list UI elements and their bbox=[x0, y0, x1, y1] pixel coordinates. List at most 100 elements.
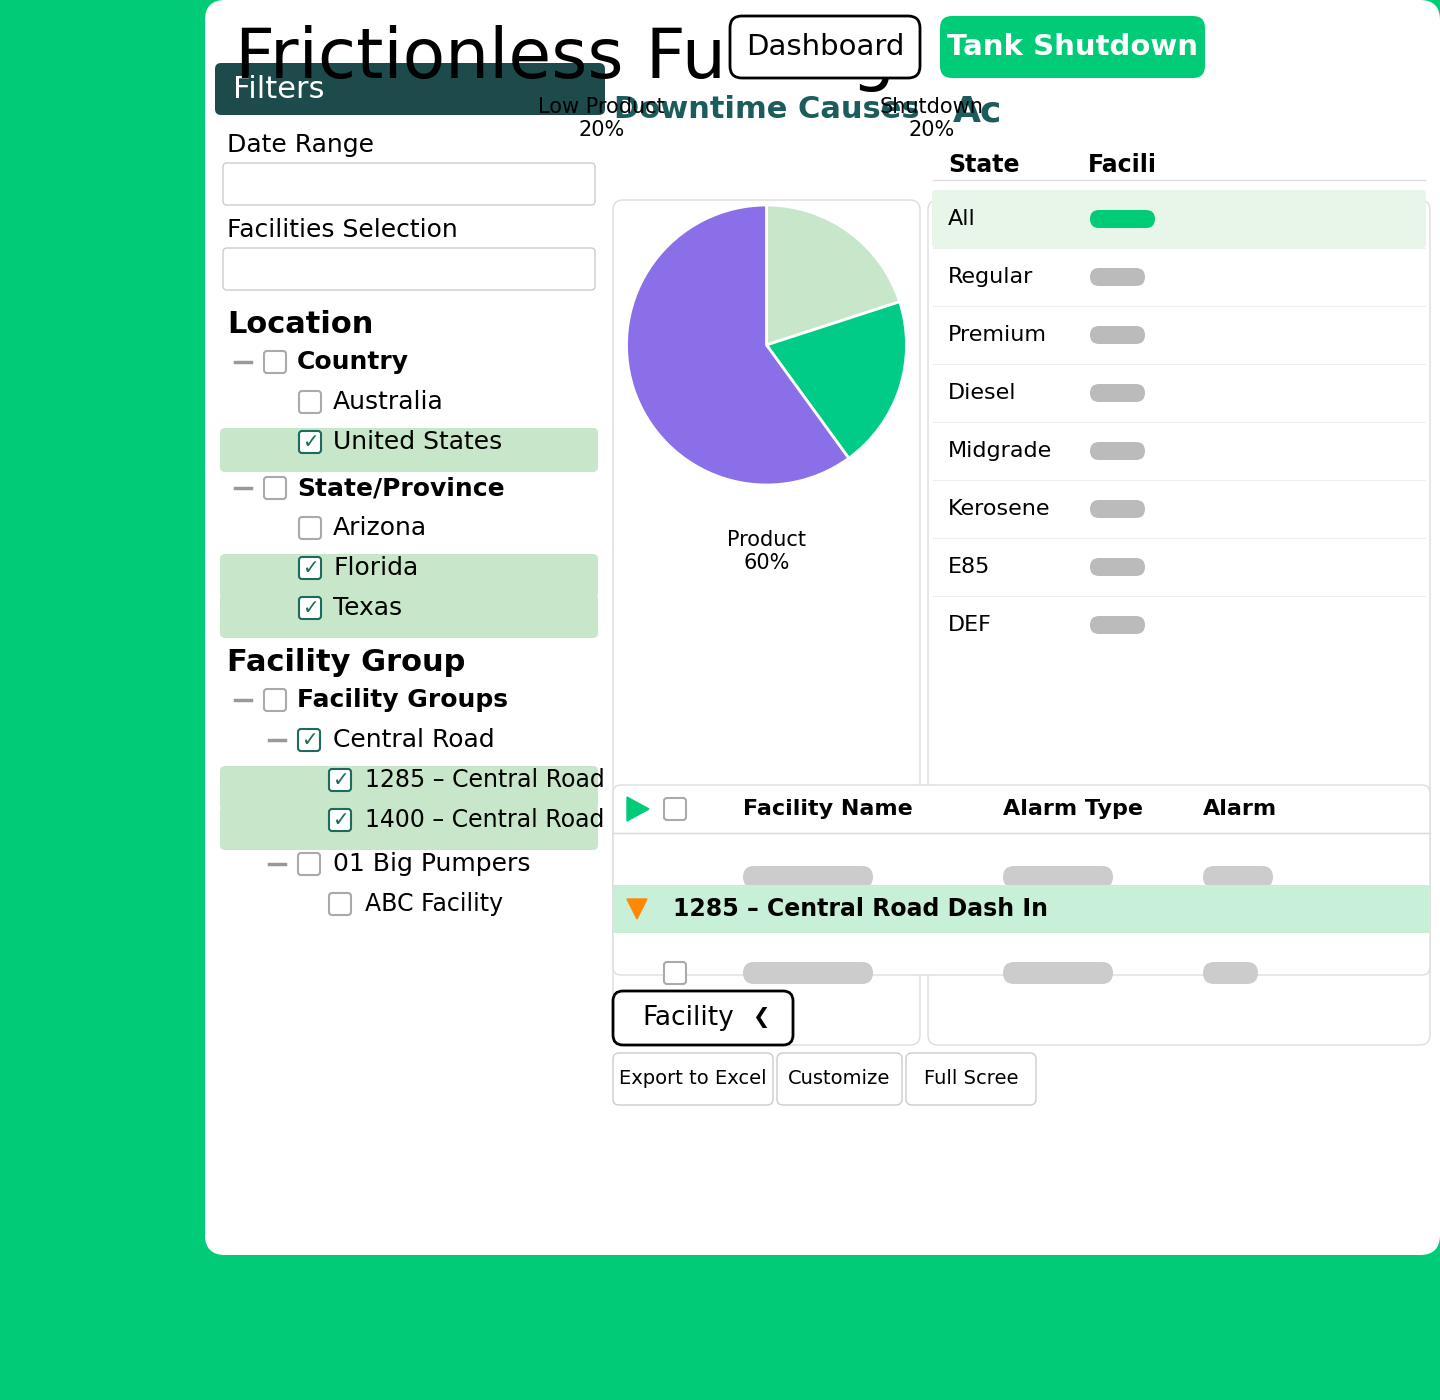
FancyBboxPatch shape bbox=[613, 1053, 773, 1105]
Text: DEF: DEF bbox=[948, 615, 992, 636]
Text: Texas: Texas bbox=[333, 596, 402, 620]
Text: Facili: Facili bbox=[1089, 153, 1156, 176]
FancyBboxPatch shape bbox=[932, 190, 1426, 248]
Text: Low Product
20%: Low Product 20% bbox=[539, 97, 665, 140]
FancyBboxPatch shape bbox=[300, 557, 321, 580]
Text: Facility Groups: Facility Groups bbox=[297, 687, 508, 713]
FancyBboxPatch shape bbox=[940, 15, 1205, 78]
Text: ✓: ✓ bbox=[302, 559, 318, 577]
Text: 1400 – Central Road: 1400 – Central Road bbox=[364, 808, 605, 832]
FancyBboxPatch shape bbox=[613, 991, 793, 1044]
Text: Export to Excel: Export to Excel bbox=[619, 1070, 768, 1089]
FancyBboxPatch shape bbox=[328, 769, 351, 791]
Text: Location: Location bbox=[228, 309, 373, 339]
FancyBboxPatch shape bbox=[906, 1053, 1035, 1105]
Text: ✓: ✓ bbox=[331, 811, 348, 829]
FancyBboxPatch shape bbox=[1090, 442, 1145, 461]
Text: Midgrade: Midgrade bbox=[948, 441, 1053, 461]
FancyBboxPatch shape bbox=[220, 806, 598, 850]
Text: Premium: Premium bbox=[948, 325, 1047, 344]
Text: Arizona: Arizona bbox=[333, 517, 428, 540]
Text: Facility Group: Facility Group bbox=[228, 648, 465, 678]
FancyBboxPatch shape bbox=[664, 798, 685, 820]
Polygon shape bbox=[626, 899, 647, 918]
Text: Shutdown
20%: Shutdown 20% bbox=[880, 97, 984, 140]
Text: Florida: Florida bbox=[333, 556, 418, 580]
FancyBboxPatch shape bbox=[204, 0, 1440, 1254]
FancyBboxPatch shape bbox=[1090, 267, 1145, 286]
Text: Frictionless Fueling: Frictionless Fueling bbox=[235, 25, 896, 92]
Bar bbox=[613, 885, 1430, 932]
FancyBboxPatch shape bbox=[264, 689, 287, 711]
FancyBboxPatch shape bbox=[300, 391, 321, 413]
Text: Tank Shutdown: Tank Shutdown bbox=[948, 34, 1198, 62]
Text: Full Scree: Full Scree bbox=[923, 1070, 1018, 1089]
FancyBboxPatch shape bbox=[223, 248, 595, 290]
FancyBboxPatch shape bbox=[1090, 500, 1145, 518]
FancyBboxPatch shape bbox=[1004, 867, 1113, 888]
FancyBboxPatch shape bbox=[300, 431, 321, 454]
FancyBboxPatch shape bbox=[298, 729, 320, 750]
Text: Country: Country bbox=[297, 350, 409, 374]
FancyBboxPatch shape bbox=[223, 162, 595, 204]
Text: ✓: ✓ bbox=[302, 599, 318, 617]
FancyBboxPatch shape bbox=[215, 63, 605, 115]
Text: Regular: Regular bbox=[948, 267, 1034, 287]
Text: Downtime Causes: Downtime Causes bbox=[613, 95, 919, 125]
FancyBboxPatch shape bbox=[1090, 210, 1155, 228]
Wedge shape bbox=[766, 204, 900, 344]
Text: E85: E85 bbox=[948, 557, 991, 577]
FancyBboxPatch shape bbox=[1090, 616, 1145, 634]
FancyBboxPatch shape bbox=[730, 15, 920, 78]
Wedge shape bbox=[766, 302, 907, 458]
FancyBboxPatch shape bbox=[927, 200, 1430, 1044]
FancyBboxPatch shape bbox=[1090, 326, 1145, 344]
FancyBboxPatch shape bbox=[220, 766, 598, 811]
Text: Diesel: Diesel bbox=[948, 384, 1017, 403]
FancyBboxPatch shape bbox=[300, 596, 321, 619]
Text: Facilities Selection: Facilities Selection bbox=[228, 218, 458, 242]
Text: Product
60%: Product 60% bbox=[727, 531, 806, 573]
Text: Australia: Australia bbox=[333, 391, 444, 414]
FancyBboxPatch shape bbox=[613, 200, 920, 1044]
Text: Customize: Customize bbox=[788, 1070, 891, 1089]
FancyBboxPatch shape bbox=[328, 893, 351, 916]
FancyBboxPatch shape bbox=[664, 962, 685, 984]
FancyBboxPatch shape bbox=[1202, 867, 1273, 888]
Text: Ac: Ac bbox=[953, 95, 1002, 129]
Text: Facility Name: Facility Name bbox=[743, 799, 913, 819]
FancyBboxPatch shape bbox=[220, 594, 598, 638]
FancyBboxPatch shape bbox=[264, 477, 287, 498]
Text: ✓: ✓ bbox=[331, 770, 348, 790]
FancyBboxPatch shape bbox=[1004, 962, 1113, 984]
FancyBboxPatch shape bbox=[1202, 962, 1259, 984]
FancyBboxPatch shape bbox=[613, 785, 1430, 974]
Text: United States: United States bbox=[333, 430, 503, 454]
FancyBboxPatch shape bbox=[778, 1053, 901, 1105]
Text: Dashboard: Dashboard bbox=[746, 34, 904, 62]
Text: 1285 – Central Road: 1285 – Central Road bbox=[364, 769, 605, 792]
Text: Date Range: Date Range bbox=[228, 133, 374, 157]
Text: ABC Facility: ABC Facility bbox=[364, 892, 503, 916]
Text: 1285 – Central Road Dash In: 1285 – Central Road Dash In bbox=[672, 897, 1048, 921]
FancyBboxPatch shape bbox=[328, 809, 351, 832]
Text: 01 Big Pumpers: 01 Big Pumpers bbox=[333, 853, 530, 876]
FancyBboxPatch shape bbox=[1090, 384, 1145, 402]
Text: Alarm Type: Alarm Type bbox=[1004, 799, 1143, 819]
Text: Alarm: Alarm bbox=[1202, 799, 1277, 819]
FancyBboxPatch shape bbox=[1090, 559, 1145, 575]
Text: State: State bbox=[948, 153, 1020, 176]
Text: ✓: ✓ bbox=[302, 433, 318, 451]
Polygon shape bbox=[626, 797, 649, 820]
Text: Filters: Filters bbox=[233, 74, 324, 104]
FancyBboxPatch shape bbox=[264, 351, 287, 372]
Text: Kerosene: Kerosene bbox=[948, 498, 1051, 519]
FancyBboxPatch shape bbox=[298, 853, 320, 875]
Text: Central Road: Central Road bbox=[333, 728, 494, 752]
Wedge shape bbox=[626, 204, 848, 484]
FancyBboxPatch shape bbox=[220, 554, 598, 598]
FancyBboxPatch shape bbox=[743, 962, 873, 984]
Text: Facility: Facility bbox=[642, 1005, 734, 1030]
Text: ❮: ❮ bbox=[752, 1008, 770, 1029]
FancyBboxPatch shape bbox=[220, 428, 598, 472]
